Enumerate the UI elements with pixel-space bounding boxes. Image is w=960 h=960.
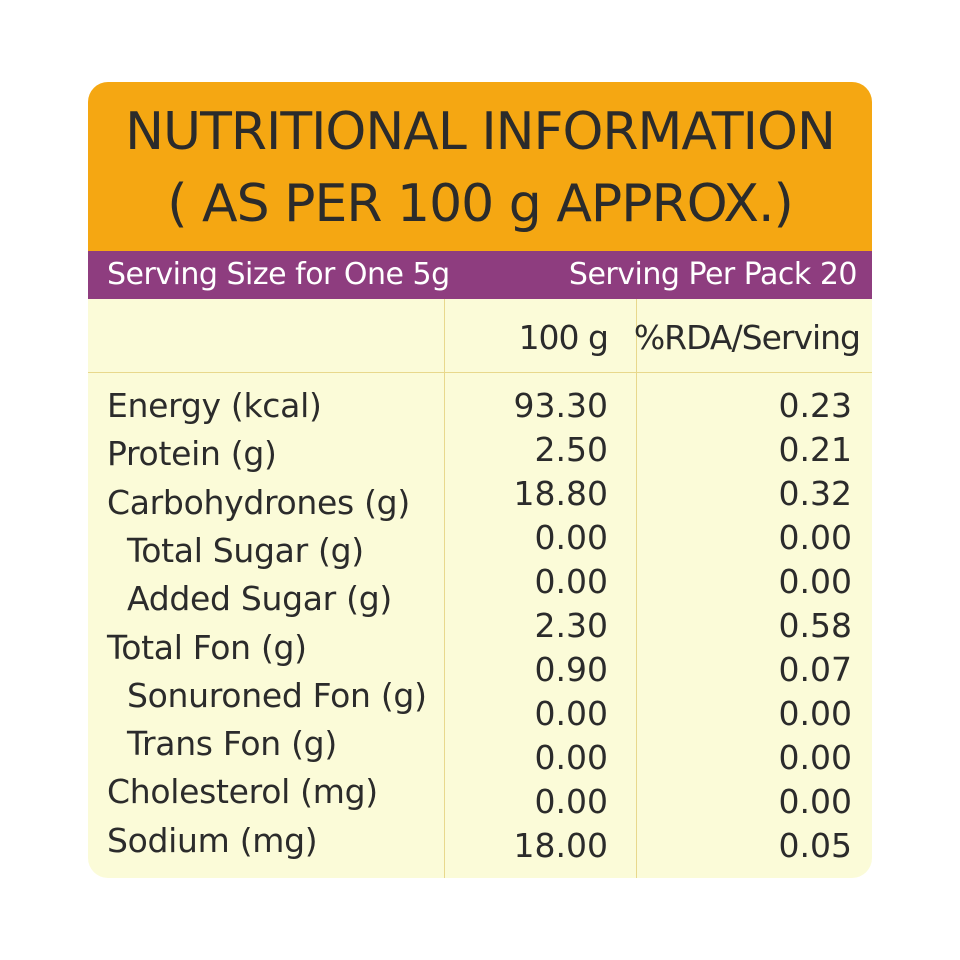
value-rda-per-serving: 0.00 bbox=[778, 518, 852, 557]
title-line-2: ( AS PER 100 g APPROX.) bbox=[167, 174, 794, 234]
table-row: Total Fon (g) 2.30 0.58 bbox=[88, 604, 872, 667]
column-divider bbox=[636, 299, 637, 878]
value-per-100g: 2.50 bbox=[534, 430, 608, 469]
nutrient-name: Total Fon (g) bbox=[107, 627, 307, 667]
value-per-100g: 18.80 bbox=[513, 474, 608, 513]
nutrient-name: Protein (g) bbox=[107, 434, 277, 474]
value-per-100g: 0.90 bbox=[534, 650, 608, 689]
value-rda-per-serving: 0.58 bbox=[778, 606, 852, 645]
column-header-rda: %RDA/Serving bbox=[633, 318, 861, 357]
header-row-divider bbox=[88, 372, 872, 373]
nutrient-name: Cholesterol (mg) bbox=[107, 772, 378, 812]
nutrient-name: Carbohydrones (g) bbox=[107, 482, 410, 522]
serving-size-label: Serving Size for One 5g bbox=[107, 257, 450, 292]
nutrient-name: Energy (kcal) bbox=[107, 386, 322, 425]
nutrient-name: Sonuroned Fon (g) bbox=[127, 675, 427, 715]
value-per-100g: 2.30 bbox=[534, 606, 608, 645]
value-per-100g: 0.00 bbox=[534, 782, 608, 821]
table-row: Sodium (mg) 0.00 0.00 bbox=[88, 780, 872, 860]
table-row: Cholesterol (mg) 0.00 0.00 bbox=[88, 736, 872, 811]
value-rda-per-serving: 0.00 bbox=[778, 782, 852, 821]
table-row: Trans Fon (g) 0.00 0.00 bbox=[88, 692, 872, 763]
value-per-100g: 0.00 bbox=[534, 518, 608, 557]
serving-band: Serving Size for One 5g Serving Per Pack… bbox=[88, 251, 872, 299]
value-rda-per-serving: 0.32 bbox=[778, 474, 852, 513]
value-rda-per-serving: 0.21 bbox=[778, 430, 852, 469]
column-divider bbox=[444, 299, 445, 878]
table-row: Added Sugar (g) 0.00 0.00 bbox=[88, 560, 872, 618]
table-row: Protein (g) 2.50 0.21 bbox=[88, 428, 872, 473]
value-rda-per-serving: 0.23 bbox=[778, 386, 852, 425]
value-per-100g: 93.30 bbox=[513, 386, 608, 425]
table-row: Sonuroned Fon (g) 0.90 0.07 bbox=[88, 648, 872, 715]
value-per-100g: 0.00 bbox=[534, 694, 608, 733]
servings-per-pack-label: Serving Per Pack 20 bbox=[568, 257, 858, 292]
value-rda-per-serving: 0.00 bbox=[778, 738, 852, 777]
title-header: NUTRITIONAL INFORMATION ( AS PER 100 g A… bbox=[88, 82, 872, 251]
table-row: Energy (kcal) 93.30 0.23 bbox=[88, 384, 872, 428]
nutrient-name: Added Sugar (g) bbox=[127, 579, 392, 619]
nutrient-name: Total Sugar (g) bbox=[127, 530, 364, 570]
table-row: Total Sugar (g) 0.00 0.00 bbox=[88, 516, 872, 570]
value-rda-per-serving: 0.07 bbox=[778, 650, 852, 689]
column-header-per-100g: 100 g bbox=[518, 318, 609, 357]
value-per-100g: 18.00 bbox=[513, 826, 608, 865]
value-per-100g: 0.00 bbox=[534, 738, 608, 777]
nutrient-name: Trans Fon (g) bbox=[127, 724, 337, 764]
title-line-1: NUTRITIONAL INFORMATION bbox=[125, 102, 836, 162]
value-per-100g: 0.00 bbox=[534, 562, 608, 601]
value-rda-per-serving: 0.00 bbox=[778, 694, 852, 733]
table-row: 18.00 0.05 bbox=[88, 824, 872, 868]
value-rda-per-serving: 0.00 bbox=[778, 562, 852, 601]
table-row: Carbohydrones (g) 18.80 0.32 bbox=[88, 472, 872, 522]
value-rda-per-serving: 0.05 bbox=[778, 826, 852, 865]
nutrient-name: Sodium (mg) bbox=[107, 820, 318, 860]
nutrition-panel: NUTRITIONAL INFORMATION ( AS PER 100 g A… bbox=[88, 82, 872, 878]
